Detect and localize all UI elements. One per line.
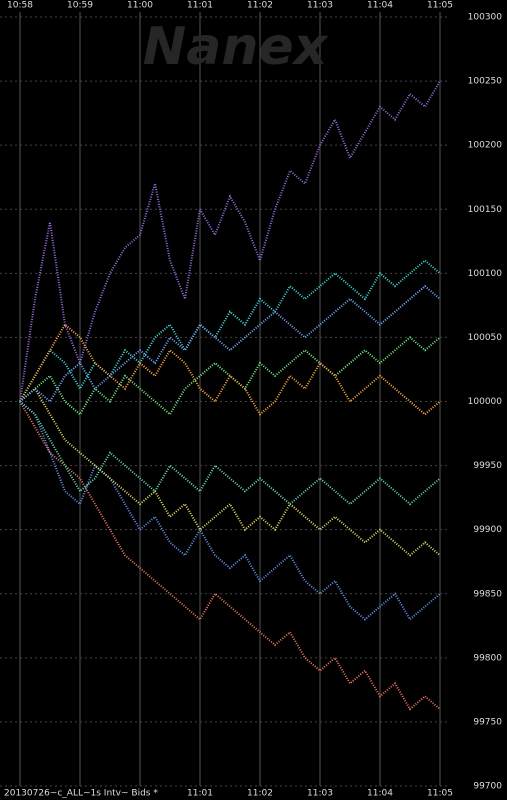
y-tick-label: 99700 (473, 782, 502, 792)
series-line (19, 259, 441, 403)
y-tick-label: 100150 (468, 205, 503, 215)
x-tick-label: 11:02 (247, 1, 273, 11)
y-tick-label: 99950 (473, 461, 502, 471)
x-tick-label: 11:04 (367, 1, 393, 11)
x-tick-label: 11:03 (307, 1, 333, 11)
series-line (19, 284, 441, 404)
watermark: Nanex (143, 17, 329, 77)
y-tick-label: 100300 (468, 13, 503, 23)
y-tick-label: 99850 (473, 589, 502, 599)
y-tick-label: 100000 (468, 397, 503, 407)
y-tick-label: 100100 (468, 269, 503, 279)
x-tick-label-bottom: 11:01 (187, 789, 213, 799)
series-line (19, 80, 441, 402)
series-line (19, 323, 441, 416)
y-tick-label: 100050 (468, 333, 503, 343)
x-tick-label: 10:59 (67, 1, 93, 11)
x-tick-label: 10:58 (7, 1, 33, 11)
y-tick-label: 99900 (473, 525, 502, 535)
y-tick-label: 99800 (473, 653, 502, 663)
x-tick-label: 11:01 (187, 1, 213, 11)
series-line (19, 387, 441, 557)
series-line (19, 400, 441, 621)
x-tick-label-bottom: 11:03 (307, 789, 333, 799)
series-line (19, 400, 441, 711)
footer: 20130726~c_ALL~1s Intv~ Bids * (4, 789, 158, 799)
y-tick-label: 99750 (473, 717, 502, 727)
y-tick-label: 100250 (468, 77, 503, 87)
x-tick-label-bottom: 11:05 (427, 789, 453, 799)
x-tick-label: 11:00 (127, 1, 153, 11)
x-tick-label: 11:05 (427, 1, 453, 11)
x-tick-label-bottom: 11:04 (367, 789, 393, 799)
x-tick-label-bottom: 11:02 (247, 789, 273, 799)
y-tick-label: 100200 (468, 141, 503, 151)
series-line (19, 400, 441, 506)
series-line (19, 336, 441, 416)
